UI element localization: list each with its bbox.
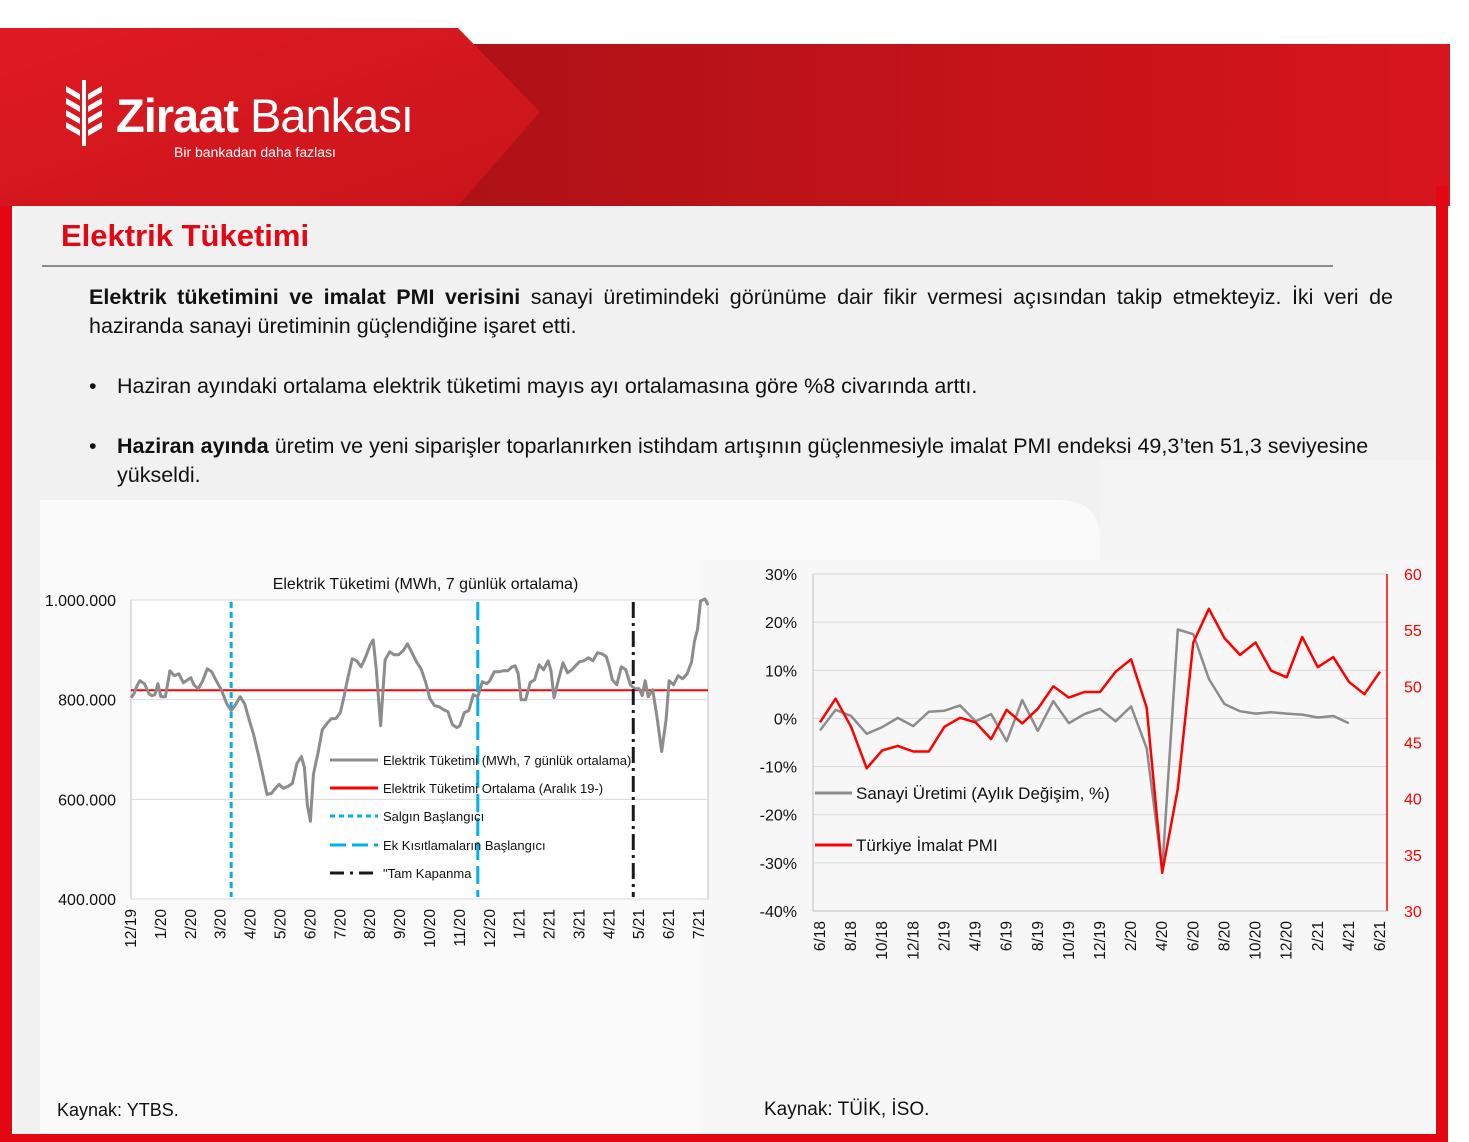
y-left-tick-label: -40% <box>760 904 797 921</box>
intro-bold: Elektrik tüketimini ve imalat PMI verisi… <box>89 285 521 309</box>
y-right-tick-label: 35 <box>1404 848 1422 865</box>
x-tick-label: 10/20 <box>1248 921 1265 960</box>
y-right-tick-label: 60 <box>1404 567 1422 584</box>
x-tick-label: 2/21 <box>1310 921 1327 951</box>
bullet-bold: Haziran ayında <box>117 434 269 458</box>
frame-left-border <box>0 206 12 1142</box>
electricity-chart: 400.000 600.000 800.000 1.000.000 12/19 1/20 2… <box>45 576 710 948</box>
legend-label: Elektrik Tüketimi (MWh, 7 günlük ortalam… <box>383 753 631 768</box>
bullet-text: Haziran ayında üretim ve yeni siparişler… <box>117 432 1393 490</box>
y-right-tick-label: 40 <box>1404 792 1422 809</box>
x-tick-label: 4/20 <box>1154 921 1171 952</box>
intro-paragraph: Elektrik tüketimini ve imalat PMI verisi… <box>89 283 1393 341</box>
chart-plot-area <box>130 599 709 900</box>
brand-name-regular: Bankası <box>238 89 414 142</box>
x-tick-label: 5/20 <box>272 909 289 940</box>
x-tick-label: 9/20 <box>392 909 409 940</box>
x-tick-label: 11/20 <box>452 909 469 947</box>
source-note-left: Kaynak: YTBS. <box>57 1100 179 1120</box>
header-band <box>0 28 1450 206</box>
intro-rest: sanayi üretimindeki görünüme dair fikir … <box>89 285 1393 338</box>
x-tick-label: 7/21 <box>691 909 708 939</box>
x-tick-label: 12/19 <box>1092 921 1109 960</box>
y-left-tick-label: -30% <box>760 856 797 873</box>
x-tick-label: 12/18 <box>905 921 922 960</box>
y-right-tick-label: 45 <box>1404 736 1422 753</box>
brand-logo-text: Ziraat Bankası <box>116 88 414 143</box>
y-left-tick-label: 0% <box>774 711 797 728</box>
x-tick-label: 6/21 <box>1372 921 1389 951</box>
y-right-tick-label: 55 <box>1404 623 1422 640</box>
bullet-symbol: • <box>89 434 97 458</box>
x-tick-label: 12/19 <box>123 909 140 948</box>
frame-bottom-border <box>0 1134 1448 1142</box>
y-right-tick-label: 30 <box>1404 904 1422 921</box>
chart-title: Elektrik Tüketimi (MWh, 7 günlük ortalam… <box>273 576 579 593</box>
x-tick-label: 5/21 <box>631 909 648 939</box>
x-tick-label: 2/21 <box>542 909 559 939</box>
legend-label: Sanayi Üretimi (Aylık Değişim, %) <box>856 784 1110 803</box>
y-tick-label: 800.000 <box>58 693 116 710</box>
x-tick-label: 8/18 <box>843 921 860 951</box>
x-tick-label: 10/20 <box>422 909 439 948</box>
y-left-tick-label: -10% <box>760 760 797 777</box>
x-tick-label: 7/20 <box>332 909 349 940</box>
bullet-body: üretim ve yeni siparişler toparlanırken … <box>117 434 1369 487</box>
y-left-tick-label: 20% <box>765 615 797 632</box>
x-tick-label: 6/21 <box>661 909 678 939</box>
x-tick-label: 8/19 <box>1030 921 1047 951</box>
legend-label: Salgın Başlangıcı <box>383 809 484 824</box>
x-tick-label: 6/18 <box>812 921 829 951</box>
y-left-tick-label: 30% <box>765 567 797 584</box>
x-tick-label: 6/20 <box>302 909 319 940</box>
x-tick-label: 1/20 <box>153 909 170 940</box>
y-left-tick-label: 10% <box>765 663 797 680</box>
title-divider <box>42 265 1333 267</box>
bullet-body: Haziran ayındaki ortalama elektrik tüket… <box>117 374 978 398</box>
legend-label: "Tam Kapanma <box>383 866 472 881</box>
wheat-logo-icon <box>66 80 102 146</box>
source-note-right: Kaynak: TÜİK, İSO. <box>764 1099 930 1120</box>
legend-label: Ek Kısıtlamaların Başlangıcı <box>383 838 546 853</box>
x-tick-label: 4/20 <box>243 909 260 940</box>
y-right-tick-label: 50 <box>1404 679 1422 696</box>
x-tick-label: 2/20 <box>183 909 200 940</box>
y-tick-label: 600.000 <box>58 792 116 809</box>
x-tick-label: 6/19 <box>999 921 1016 951</box>
legend-label: Türkiye İmalat PMI <box>856 836 998 855</box>
x-tick-label: 2/20 <box>1123 921 1140 952</box>
x-tick-label: 4/21 <box>601 909 618 939</box>
x-tick-label: 12/20 <box>482 909 499 948</box>
pmi-series-line <box>818 607 1382 875</box>
brand-name-bold: Ziraat <box>116 89 239 142</box>
x-tick-label: 4/19 <box>968 921 985 951</box>
page-title: Elektrik Tüketimi <box>61 218 310 253</box>
x-tick-label: 4/21 <box>1341 921 1358 951</box>
brand-slogan: Bir bankadan daha fazlası <box>174 144 336 160</box>
legend-label: Elektrik Tüketimi Ortalama (Aralık 19-) <box>383 781 603 796</box>
y-left-tick-label: -20% <box>760 808 797 825</box>
frame-right-border <box>1436 186 1448 1142</box>
y-tick-label: 1.000.000 <box>45 593 116 610</box>
bullet-text: Haziran ayındaki ortalama elektrik tüket… <box>117 372 1393 401</box>
x-tick-label: 12/20 <box>1279 921 1296 960</box>
x-tick-label: 10/18 <box>874 921 891 960</box>
x-tick-label: 8/20 <box>362 909 379 940</box>
x-tick-label: 10/19 <box>1061 921 1078 960</box>
bullet-symbol: • <box>89 374 97 398</box>
pmi-production-chart: -40% -30% -20% -10% 0% 10% 20% 30% 30 35 40 45 50 55 6… <box>760 567 1422 960</box>
x-tick-label: 2/19 <box>936 921 953 951</box>
consumption-series-line <box>129 597 710 823</box>
x-tick-label: 3/21 <box>571 909 588 939</box>
y-tick-label: 400.000 <box>58 892 116 909</box>
x-tick-label: 1/21 <box>512 909 529 939</box>
x-tick-label: 8/20 <box>1216 921 1233 952</box>
x-tick-label: 6/20 <box>1185 921 1202 952</box>
x-tick-label: 3/20 <box>213 909 230 940</box>
production-series-line <box>819 628 1350 872</box>
